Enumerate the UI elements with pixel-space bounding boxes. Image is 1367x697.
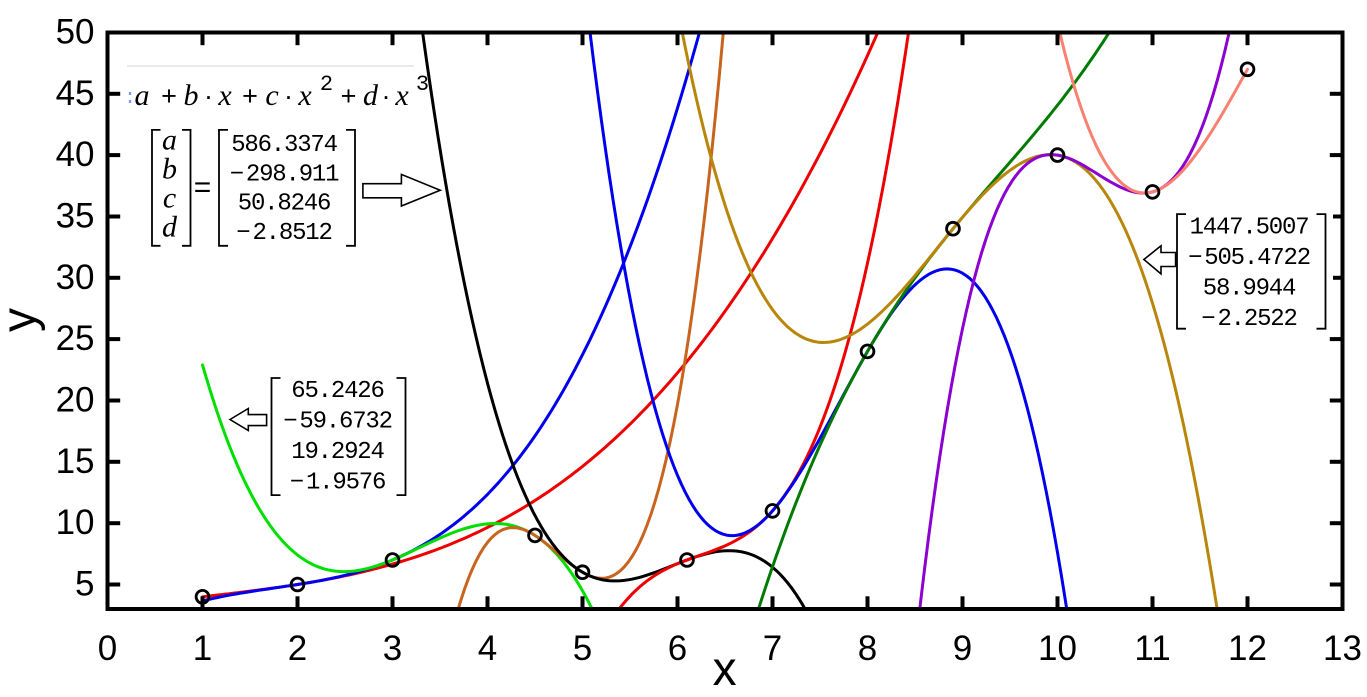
svg-text:x: x [217,79,232,112]
svg-text:y: y [0,308,46,332]
svg-text:−1.9576: −1.9576 [290,470,385,497]
svg-text:x: x [297,79,312,112]
svg-text:−298.911: −298.911 [230,161,339,188]
svg-text:·: · [284,81,293,111]
svg-text:586.3374: 586.3374 [231,132,337,159]
svg-text::: : [124,87,136,110]
svg-text:c: c [265,79,278,112]
svg-text:b: b [162,153,177,186]
svg-text:65.2426: 65.2426 [291,378,383,405]
svg-text:x: x [394,79,409,112]
svg-text:10: 10 [56,503,95,542]
svg-text:d: d [162,211,178,244]
svg-text:d: d [363,79,379,112]
svg-text:19.2924: 19.2924 [291,439,384,466]
svg-text:25: 25 [56,319,95,358]
svg-text:−505.4722: −505.4722 [1188,245,1310,272]
svg-text:5: 5 [75,565,94,604]
svg-text:+: + [341,81,357,111]
svg-text:a: a [135,79,150,112]
svg-text:0: 0 [98,629,117,668]
svg-text:10: 10 [1038,629,1077,668]
svg-text:1447.5007: 1447.5007 [1190,214,1309,241]
svg-text:7: 7 [763,629,782,668]
svg-text:b: b [184,79,199,112]
svg-text:11: 11 [1134,629,1170,668]
svg-text:−59.6732: −59.6732 [283,409,392,436]
svg-text:5: 5 [573,629,592,668]
svg-text:·: · [382,81,391,111]
svg-text:2: 2 [320,72,333,97]
svg-text:3: 3 [416,72,429,97]
svg-text:20: 20 [56,381,95,420]
svg-text:45: 45 [56,74,95,113]
svg-text:a: a [162,124,177,157]
svg-text:35: 35 [56,197,95,236]
svg-text:15: 15 [56,442,95,481]
svg-text:50: 50 [56,13,95,52]
svg-text:8: 8 [858,629,877,668]
svg-text:3: 3 [383,629,402,668]
svg-text:4: 4 [478,629,497,668]
svg-text:30: 30 [56,258,95,297]
svg-text:+: + [242,81,258,111]
svg-text:1: 1 [193,629,212,668]
svg-text:·: · [204,81,213,111]
svg-text:9: 9 [953,629,972,668]
svg-text:2: 2 [288,629,307,668]
svg-text:40: 40 [56,135,95,174]
svg-text:13: 13 [1323,629,1362,668]
svg-text:=: = [193,173,211,207]
svg-text:c: c [163,182,176,215]
svg-text:−2.2522: −2.2522 [1201,306,1296,333]
svg-text:50.8246: 50.8246 [238,191,330,218]
svg-text:−2.8512: −2.8512 [236,220,331,247]
svg-text:12: 12 [1228,629,1267,668]
svg-text:x: x [713,643,737,696]
svg-text:+: + [161,81,177,111]
svg-text:58.9944: 58.9944 [1203,275,1296,302]
svg-text:6: 6 [668,629,687,668]
